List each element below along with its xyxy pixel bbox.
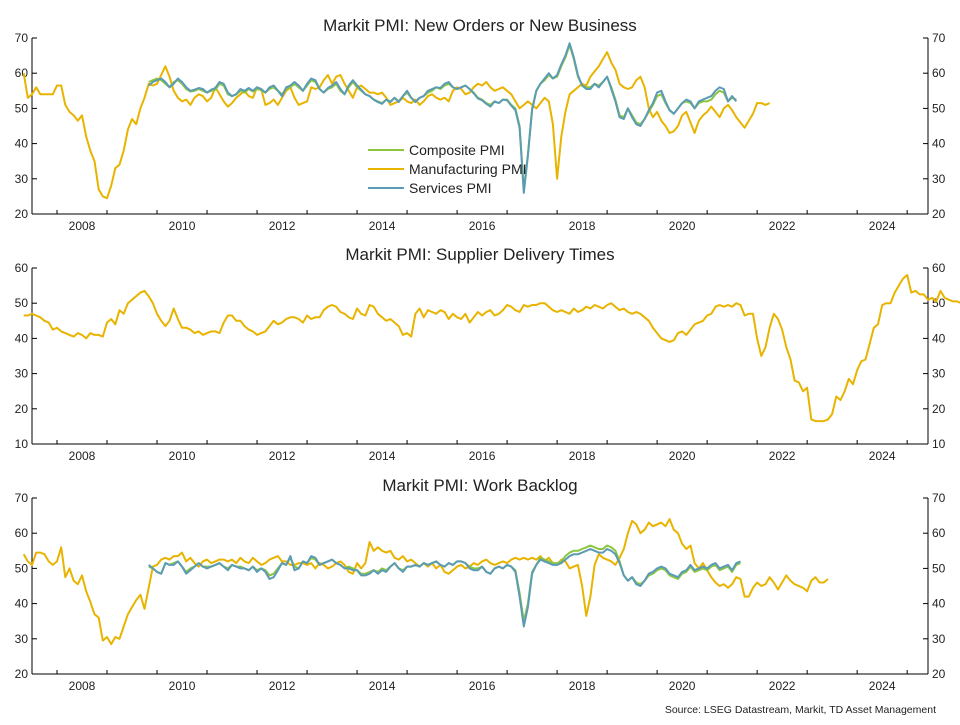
y-tick-label-left: 40	[15, 331, 29, 345]
y-tick-label-left: 50	[15, 101, 29, 115]
y-tick-label-right: 10	[932, 437, 946, 451]
y-tick-label-left: 30	[15, 632, 29, 646]
y-tick-label-left: 20	[15, 402, 29, 416]
y-tick-label-left: 20	[15, 667, 29, 681]
y-tick-label-right: 30	[932, 172, 946, 186]
manufacturing-pmi-line	[22, 518, 829, 646]
services-pmi-line	[148, 548, 741, 628]
x-tick-label: 2020	[669, 219, 696, 233]
x-tick-label: 2016	[469, 219, 496, 233]
x-tick-label: 2008	[69, 679, 96, 693]
y-tick-label-right: 50	[932, 101, 946, 115]
composite-pmi-line	[148, 544, 741, 623]
y-tick-label-left: 70	[15, 491, 29, 505]
chart-title: Markit PMI: Supplier Delivery Times	[345, 245, 614, 264]
x-tick-label: 2020	[669, 679, 696, 693]
x-tick-label: 2012	[269, 449, 296, 463]
source-note: Source: LSEG Datastream, Markit, TD Asse…	[665, 704, 936, 716]
y-tick-label-left: 60	[15, 526, 29, 540]
y-tick-label-left: 60	[15, 66, 29, 80]
x-tick-label: 2016	[469, 449, 496, 463]
y-tick-label-right: 70	[932, 491, 946, 505]
y-tick-label-left: 50	[15, 561, 29, 575]
x-tick-label: 2008	[69, 219, 96, 233]
y-tick-label-left: 40	[15, 137, 29, 151]
y-tick-label-left: 30	[15, 367, 29, 381]
y-tick-label-left: 10	[15, 437, 29, 451]
x-tick-label: 2010	[169, 679, 196, 693]
y-tick-label-right: 30	[932, 367, 946, 381]
y-tick-label-right: 40	[932, 331, 946, 345]
y-tick-label-right: 30	[932, 632, 946, 646]
x-tick-label: 2014	[369, 219, 396, 233]
y-tick-label-left: 60	[15, 261, 29, 275]
y-tick-label-right: 60	[932, 66, 946, 80]
y-tick-label-left: 50	[15, 296, 29, 310]
y-tick-label-left: 40	[15, 597, 29, 611]
y-tick-label-right: 20	[932, 402, 946, 416]
y-tick-label-right: 40	[932, 597, 946, 611]
legend-label: Manufacturing PMI	[409, 161, 527, 177]
x-tick-label: 2024	[869, 449, 896, 463]
services-pmi-line	[148, 42, 738, 194]
y-tick-label-left: 70	[15, 31, 29, 45]
x-tick-label: 2018	[569, 679, 596, 693]
x-tick-label: 2012	[269, 679, 296, 693]
x-tick-label: 2024	[869, 219, 896, 233]
legend-label: Services PMI	[409, 180, 491, 196]
chart-title: Markit PMI: Work Backlog	[382, 476, 577, 495]
x-tick-label: 2022	[769, 449, 796, 463]
series-line	[23, 274, 960, 423]
x-tick-label: 2016	[469, 679, 496, 693]
y-tick-label-right: 20	[932, 207, 946, 221]
y-tick-label-right: 20	[932, 667, 946, 681]
legend-label: Composite PMI	[409, 142, 505, 158]
y-tick-label-right: 60	[932, 261, 946, 275]
x-tick-label: 2014	[369, 449, 396, 463]
y-tick-label-right: 70	[932, 31, 946, 45]
y-tick-label-left: 30	[15, 172, 29, 186]
y-tick-label-right: 40	[932, 137, 946, 151]
x-tick-label: 2012	[269, 219, 296, 233]
y-tick-label-right: 60	[932, 526, 946, 540]
x-tick-label: 2010	[169, 449, 196, 463]
y-tick-label-left: 20	[15, 207, 29, 221]
x-tick-label: 2018	[569, 219, 596, 233]
x-tick-label: 2010	[169, 219, 196, 233]
y-tick-label-right: 50	[932, 561, 946, 575]
chart-title: Markit PMI: New Orders or New Business	[323, 16, 637, 35]
x-tick-label: 2022	[769, 679, 796, 693]
x-tick-label: 2008	[69, 449, 96, 463]
manufacturing-pmi-line	[22, 51, 771, 200]
x-tick-label: 2018	[569, 449, 596, 463]
x-tick-label: 2022	[769, 219, 796, 233]
x-tick-label: 2014	[369, 679, 396, 693]
x-tick-label: 2024	[869, 679, 896, 693]
x-tick-label: 2020	[669, 449, 696, 463]
